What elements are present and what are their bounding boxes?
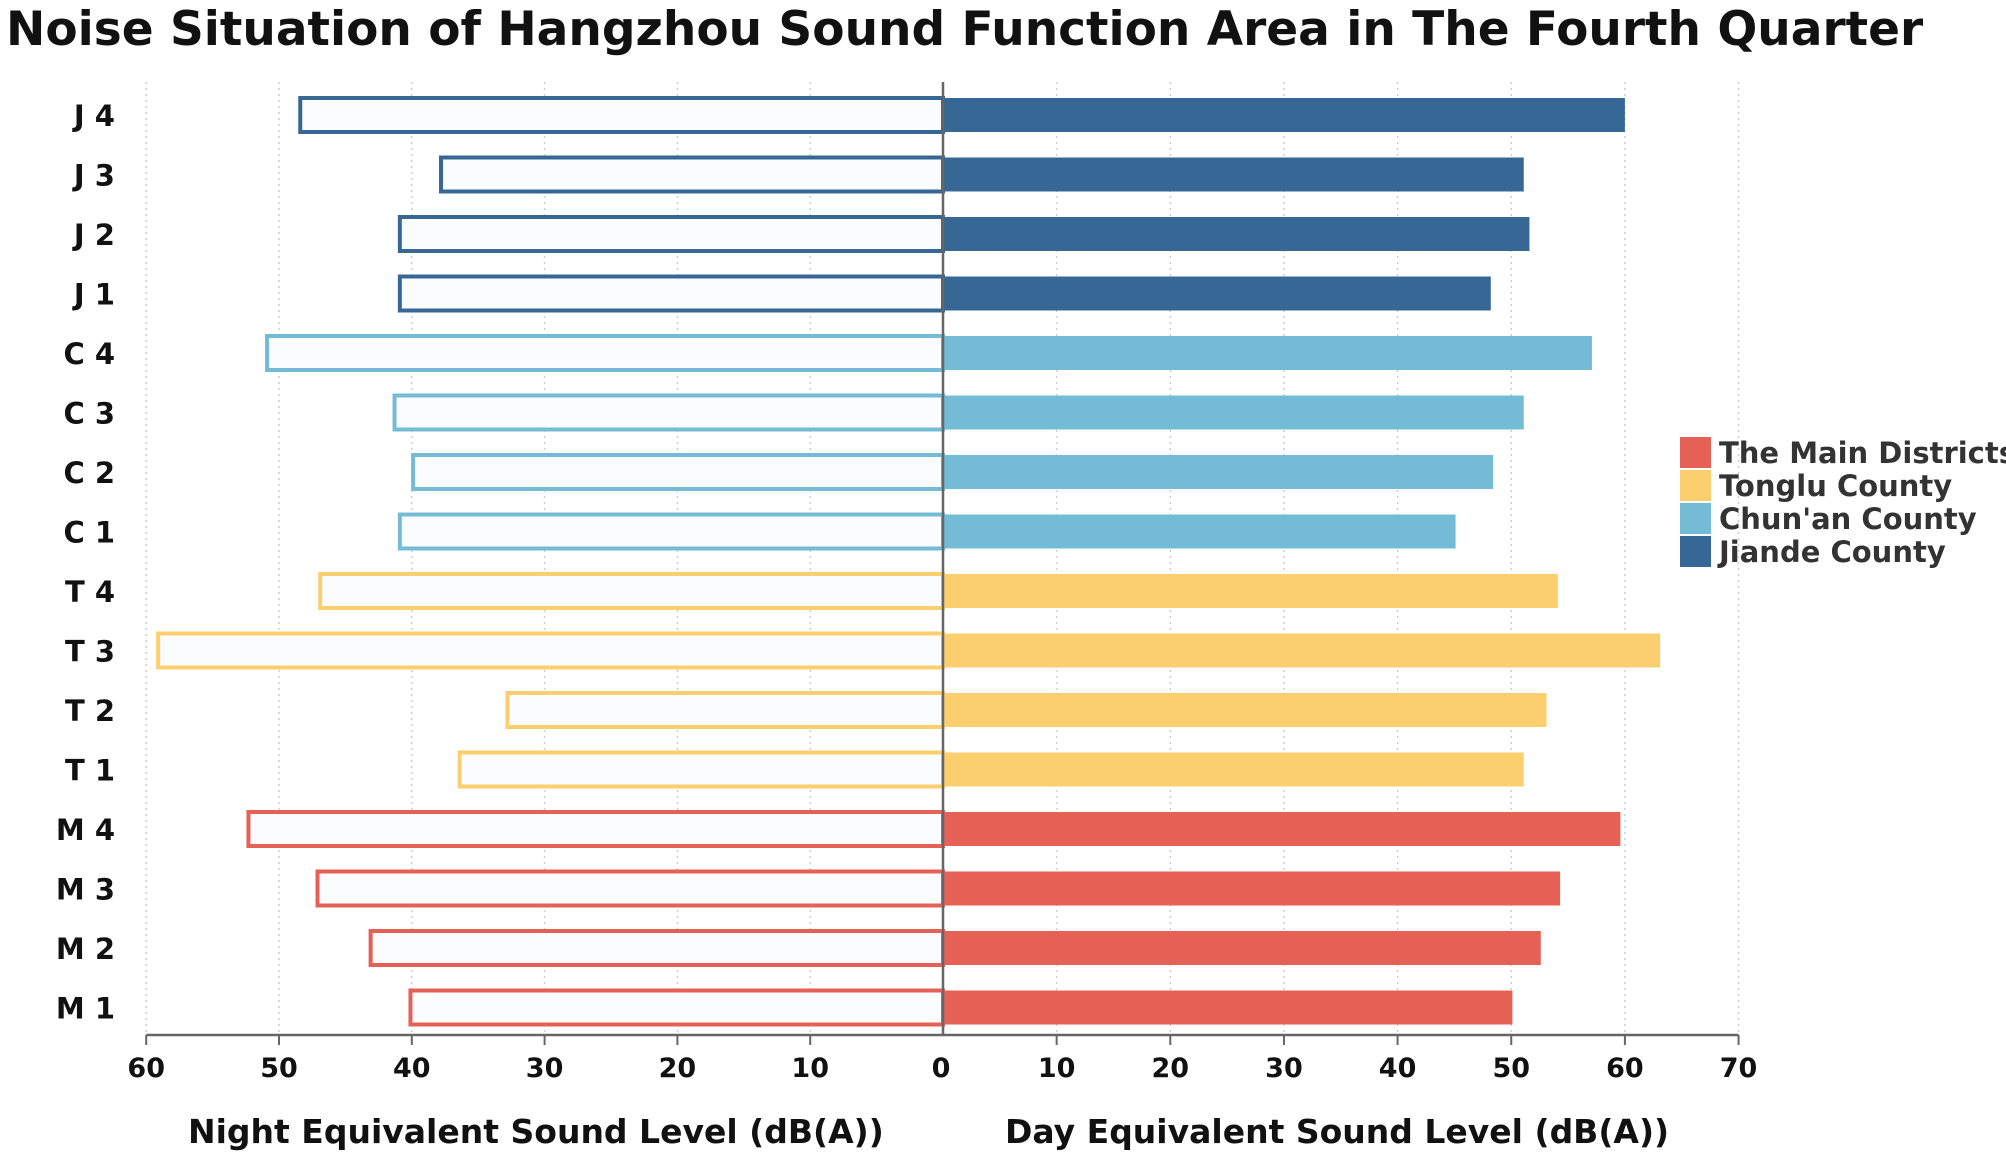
category-label: J 1 [72, 278, 115, 312]
day-bar [943, 752, 1524, 787]
axes [145, 82, 1740, 1045]
category-label: C 1 [63, 516, 115, 550]
legend-item-main-districts: The Main Districts [1680, 435, 2006, 470]
x-axis-label-day: Day Equivalent Sound Level (dB(A)) [1005, 1112, 1670, 1151]
bars [156, 96, 1661, 1027]
category-label: C 4 [63, 337, 115, 371]
x-axis-label-night: Night Equivalent Sound Level (dB(A)) [188, 1112, 884, 1151]
day-bar [943, 455, 1494, 489]
x-tick-label: 10 [791, 1053, 829, 1084]
x-tick-label: 60 [1606, 1053, 1644, 1084]
chart-title: Noise Situation of Hangzhou Sound Functi… [6, 2, 1924, 57]
day-bar [943, 514, 1456, 549]
legend-label: Chun'an County [1719, 501, 1977, 536]
category-label: C 3 [63, 397, 115, 431]
day-bar [943, 574, 1558, 608]
day-bar [943, 157, 1524, 192]
legend-item-chunan-county: Chun'an County [1680, 501, 2006, 536]
legend-item-jiande-county: Jiande County [1680, 534, 2006, 569]
legend: The Main Districts Tonglu County Chun'an… [1680, 435, 2006, 569]
day-bar [943, 931, 1541, 965]
day-bar [943, 812, 1621, 846]
legend-label: The Main Districts [1719, 435, 2006, 470]
night-bar [318, 572, 945, 610]
category-label: M 4 [56, 813, 115, 847]
legend-swatch [1680, 503, 1711, 534]
night-bar [392, 393, 945, 432]
legend-swatch [1680, 470, 1711, 501]
category-label: T 4 [65, 575, 115, 609]
day-bar [943, 98, 1625, 132]
night-bar [265, 334, 946, 372]
x-tick-label: 50 [260, 1053, 298, 1084]
x-tick-label: 40 [1379, 1053, 1417, 1084]
night-bar [368, 929, 945, 967]
x-tick-label: 0 [932, 1053, 951, 1084]
night-bar [505, 691, 945, 729]
legend-label: Jiande County [1719, 534, 1946, 569]
night-bar [457, 750, 945, 789]
night-bar [397, 215, 945, 253]
day-bar [943, 395, 1524, 430]
x-tick-label: 60 [127, 1053, 165, 1084]
category-label: M 1 [56, 992, 115, 1026]
category-label: J 4 [72, 99, 115, 133]
legend-swatch [1680, 536, 1711, 567]
category-label: J 3 [72, 159, 115, 193]
day-bar [943, 217, 1530, 251]
category-label: T 2 [65, 694, 115, 728]
x-tick-label: 20 [1152, 1053, 1190, 1084]
night-bar [156, 631, 946, 670]
category-label: J 2 [72, 218, 115, 252]
night-bar [397, 512, 945, 551]
legend-label: Tonglu County [1719, 468, 1953, 503]
day-bar [943, 336, 1592, 370]
night-bar [246, 810, 945, 848]
category-label: C 2 [63, 456, 115, 490]
tick-labels: J 4 J 3 J 2 J 1 C 4 C 3 C 2 C 1 T 4 T 3 T 2 T 1 M 4 M… [56, 99, 1757, 1084]
day-bar [943, 633, 1661, 668]
day-bar [943, 276, 1491, 311]
day-bar [943, 693, 1547, 727]
legend-item-tonglu-county: Tonglu County [1680, 468, 2006, 503]
night-bar [298, 96, 945, 134]
x-tick-label: 30 [1265, 1053, 1303, 1084]
x-tick-label: 10 [1038, 1053, 1076, 1084]
night-bar [439, 155, 945, 194]
x-tick-label: 40 [393, 1053, 431, 1084]
legend-swatch [1680, 437, 1711, 468]
day-bar [943, 871, 1561, 906]
x-tick-label: 70 [1720, 1053, 1758, 1084]
category-label: T 3 [65, 635, 115, 669]
x-tick-label: 30 [526, 1053, 564, 1084]
category-label: M 3 [56, 873, 115, 907]
day-bar [943, 990, 1513, 1025]
category-label: T 1 [65, 754, 115, 788]
night-bar [315, 869, 945, 908]
category-label: M 2 [56, 932, 115, 966]
night-bar [397, 274, 945, 313]
night-bar [408, 988, 945, 1027]
x-tick-label: 20 [659, 1053, 697, 1084]
x-tick-label: 50 [1492, 1053, 1530, 1084]
night-bar [411, 453, 945, 491]
